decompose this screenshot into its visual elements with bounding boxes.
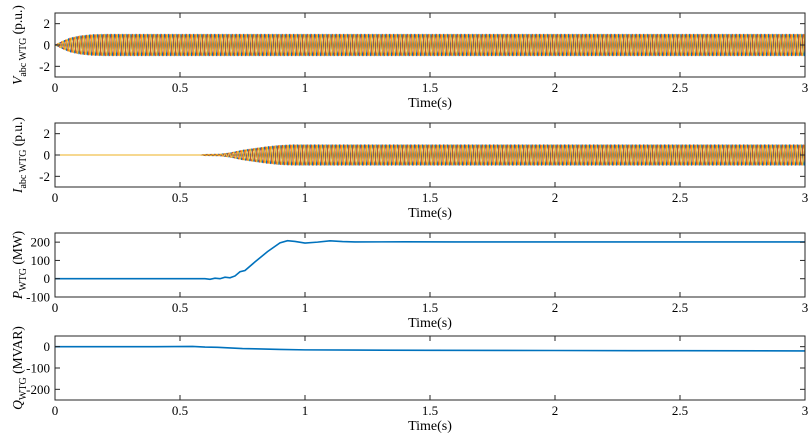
y-tick-label-qwtg: -100 [26, 361, 50, 376]
x-axis-label-pwtg: Time(s) [408, 316, 452, 331]
plot-area-vabc [55, 33, 805, 57]
y-tick-label-qwtg: -200 [26, 382, 50, 397]
series-line-qwtg [55, 345, 805, 352]
series-vabc-phase-c [55, 33, 805, 57]
plot-area-pwtg [55, 239, 805, 281]
x-axis-label-vabc: Time(s) [408, 96, 452, 111]
y-axis-label-iabc: Iabc WTG (p.u.) [10, 117, 29, 194]
y-tick-label-vabc: 0 [44, 38, 51, 53]
y-tick-label-pwtg: 100 [31, 253, 51, 268]
y-tick-label-iabc: 0 [44, 148, 51, 163]
x-tick-label-qwtg: 1.5 [422, 403, 438, 418]
x-tick-label-iabc: 3 [802, 190, 809, 205]
x-tick-label-pwtg: 2.5 [672, 300, 688, 315]
series-vabc-phase-a [55, 33, 805, 57]
x-tick-label-pwtg: 2 [552, 300, 559, 315]
x-tick-label-pwtg: 0 [52, 300, 59, 315]
x-tick-label-vabc: 0.5 [172, 80, 188, 95]
series-iabc-phase-c [55, 144, 805, 166]
series-line-pwtg [55, 239, 805, 281]
y-tick-label-pwtg: -100 [26, 290, 50, 305]
plot-area-qwtg [55, 345, 805, 352]
x-tick-label-qwtg: 0 [52, 403, 59, 418]
x-tick-label-qwtg: 3 [802, 403, 809, 418]
x-tick-label-iabc: 2 [552, 190, 559, 205]
x-tick-label-qwtg: 0.5 [172, 403, 188, 418]
x-tick-label-pwtg: 3 [802, 300, 809, 315]
y-tick-label-iabc: -2 [39, 169, 50, 184]
x-tick-label-iabc: 0 [52, 190, 59, 205]
y-axis-label-vabc: Vabc WTG (p.u.) [10, 5, 29, 85]
y-axis-label-pwtg: PWTG (MW) [10, 231, 29, 300]
x-tick-label-vabc: 1.5 [422, 80, 438, 95]
y-tick-label-qwtg: 0 [44, 339, 51, 354]
x-tick-label-pwtg: 0.5 [172, 300, 188, 315]
y-tick-label-vabc: -2 [39, 59, 50, 74]
axes-frame-qwtg [54, 335, 806, 401]
y-tick-label-vabc: 2 [44, 16, 51, 31]
x-tick-label-pwtg: 1 [302, 300, 309, 315]
x-tick-label-iabc: 0.5 [172, 190, 188, 205]
subplot-qwtg: 0 0.5 1 1.5 2 2.5 3 0 -100 -200 Time(s) QWTG (MVAR) [10, 326, 808, 434]
x-tick-label-iabc: 2.5 [672, 190, 688, 205]
x-tick-label-iabc: 1.5 [422, 190, 438, 205]
x-tick-label-vabc: 3 [802, 80, 809, 95]
x-tick-label-vabc: 2.5 [672, 80, 688, 95]
x-tick-label-qwtg: 2.5 [672, 403, 688, 418]
x-tick-label-qwtg: 2 [552, 403, 559, 418]
x-tick-label-pwtg: 1.5 [422, 300, 438, 315]
x-tick-label-qwtg: 1 [302, 403, 309, 418]
plot-area-iabc [55, 144, 805, 166]
series-vabc-phase-b [55, 33, 805, 57]
x-axis-label-iabc: Time(s) [408, 206, 452, 221]
y-tick-label-pwtg: 200 [31, 235, 51, 250]
x-axis-label-qwtg: Time(s) [408, 419, 452, 434]
x-tick-label-vabc: 1 [302, 80, 309, 95]
y-tick-label-iabc: 2 [44, 126, 51, 141]
x-tick-label-vabc: 0 [52, 80, 59, 95]
x-tick-label-iabc: 1 [302, 190, 309, 205]
y-axis-label-qwtg: QWTG (MVAR) [10, 326, 29, 410]
x-tick-label-vabc: 2 [552, 80, 559, 95]
y-tick-label-pwtg: 0 [44, 271, 51, 286]
